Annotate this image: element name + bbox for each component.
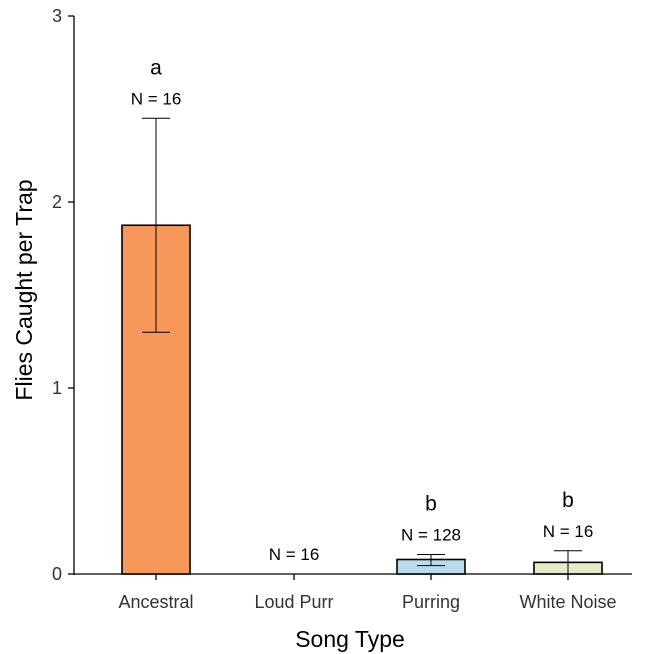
sample-size-label: N = 16	[131, 89, 182, 108]
significance-letter: b	[425, 492, 437, 515]
significance-letter: b	[562, 489, 574, 512]
significance-letter: a	[150, 56, 162, 79]
y-tick-label: 3	[52, 6, 62, 26]
y-axis-title: Flies Caught per Trap	[11, 179, 37, 400]
y-tick-label: 2	[52, 192, 62, 212]
sample-size-label: N = 16	[269, 545, 320, 564]
x-tick-label: Ancestral	[118, 592, 193, 612]
x-tick-label: Loud Purr	[254, 592, 333, 612]
x-axis-title: Song Type	[295, 626, 405, 652]
y-tick-label: 0	[52, 564, 62, 584]
y-tick-label: 1	[52, 378, 62, 398]
annotations: N = 16 a N = 16 N = 128 b N = 16 b	[131, 56, 594, 564]
bars	[121, 117, 603, 575]
sample-size-label: N = 16	[543, 522, 594, 541]
x-tick-label: White Noise	[519, 592, 616, 612]
sample-size-label: N = 128	[401, 525, 461, 544]
x-tick-label: Purring	[402, 592, 460, 612]
